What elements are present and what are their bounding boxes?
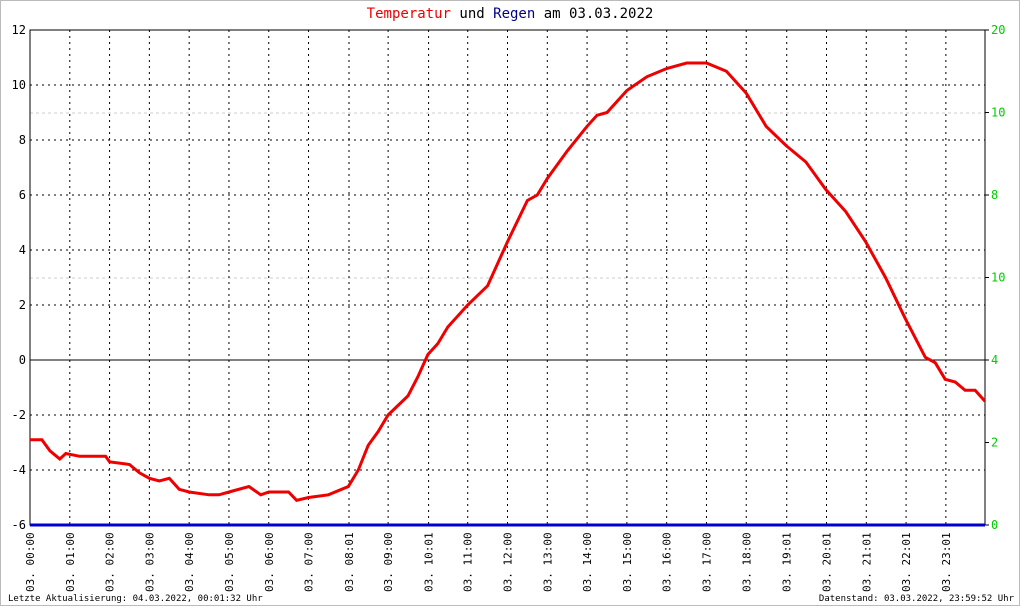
y-tick-label: 12 <box>12 23 26 37</box>
footer-right: Datenstand: 03.03.2022, 23:59:52 Uhr <box>819 594 1015 604</box>
footer-left: Letzte Aktualisierung: 04.03.2022, 00:01… <box>8 594 263 604</box>
y-tick-label: 8 <box>19 133 26 147</box>
chart-title: Temperatur und Regen am 03.03.2022 <box>367 6 654 22</box>
y2-tick-label: 20 <box>991 23 1005 37</box>
title-date: am 03.03.2022 <box>544 6 654 22</box>
x-tick-label: 03. 15:00 <box>621 532 634 592</box>
x-tick-label: 03. 04:00 <box>183 532 196 592</box>
x-tick-label: 03. 12:00 <box>502 532 515 592</box>
y-tick-label: 6 <box>19 188 26 202</box>
y-tick-label: -4 <box>12 463 26 477</box>
y2-tick-label: 10 <box>991 271 1005 285</box>
x-tick-label: 03. 11:00 <box>462 532 475 592</box>
x-tick-label: 03. 14:00 <box>581 532 594 592</box>
x-tick-label: 03. 02:00 <box>104 532 117 592</box>
y2-tick-label: 0 <box>991 518 998 532</box>
x-tick-label: 03. 09:00 <box>382 532 395 592</box>
x-tick-label: 03. 21:01 <box>860 532 873 592</box>
x-tick-label: 03. 01:00 <box>64 532 77 592</box>
title-temp: Temperatur <box>367 6 451 22</box>
y-tick-label: 10 <box>12 78 26 92</box>
series-line <box>30 61 987 502</box>
x-tick-label: 03. 07:00 <box>303 532 316 592</box>
x-tick-label: 03. 19:01 <box>781 532 794 592</box>
x-tick-label: 03. 23:01 <box>940 532 953 592</box>
x-tick-label: 03. 05:00 <box>223 532 236 592</box>
y-tick-label: 0 <box>19 353 26 367</box>
x-tick-label: 03. 03:00 <box>143 532 156 592</box>
y2-tick-label: 2 <box>991 436 998 450</box>
x-tick-label: 03. 10:01 <box>423 532 436 592</box>
y-tick-label: 2 <box>19 298 26 312</box>
x-tick-label: 03. 18:00 <box>740 532 753 592</box>
y-tick-label: -2 <box>12 408 26 422</box>
x-tick-label: 03. 20:01 <box>820 532 833 592</box>
x-tick-label: 03. 13:00 <box>541 532 554 592</box>
y2-tick-label: 8 <box>991 188 998 202</box>
y-tick-label: 4 <box>19 243 26 257</box>
x-tick-label: 03. 17:00 <box>700 532 713 592</box>
x-tick-label: 03. 08:01 <box>343 532 356 592</box>
x-tick-label: 03. 16:00 <box>661 532 674 592</box>
x-tick-label: 03. 00:00 <box>24 532 37 592</box>
y2-tick-label: 4 <box>991 353 998 367</box>
y2-tick-label: 10 <box>991 106 1005 120</box>
title-join: und <box>459 6 484 22</box>
x-tick-label: 03. 06:00 <box>263 532 276 592</box>
y-tick-label: -6 <box>12 518 26 532</box>
title-rain: Regen <box>493 6 535 22</box>
x-tick-label: 03. 22:01 <box>900 532 913 592</box>
